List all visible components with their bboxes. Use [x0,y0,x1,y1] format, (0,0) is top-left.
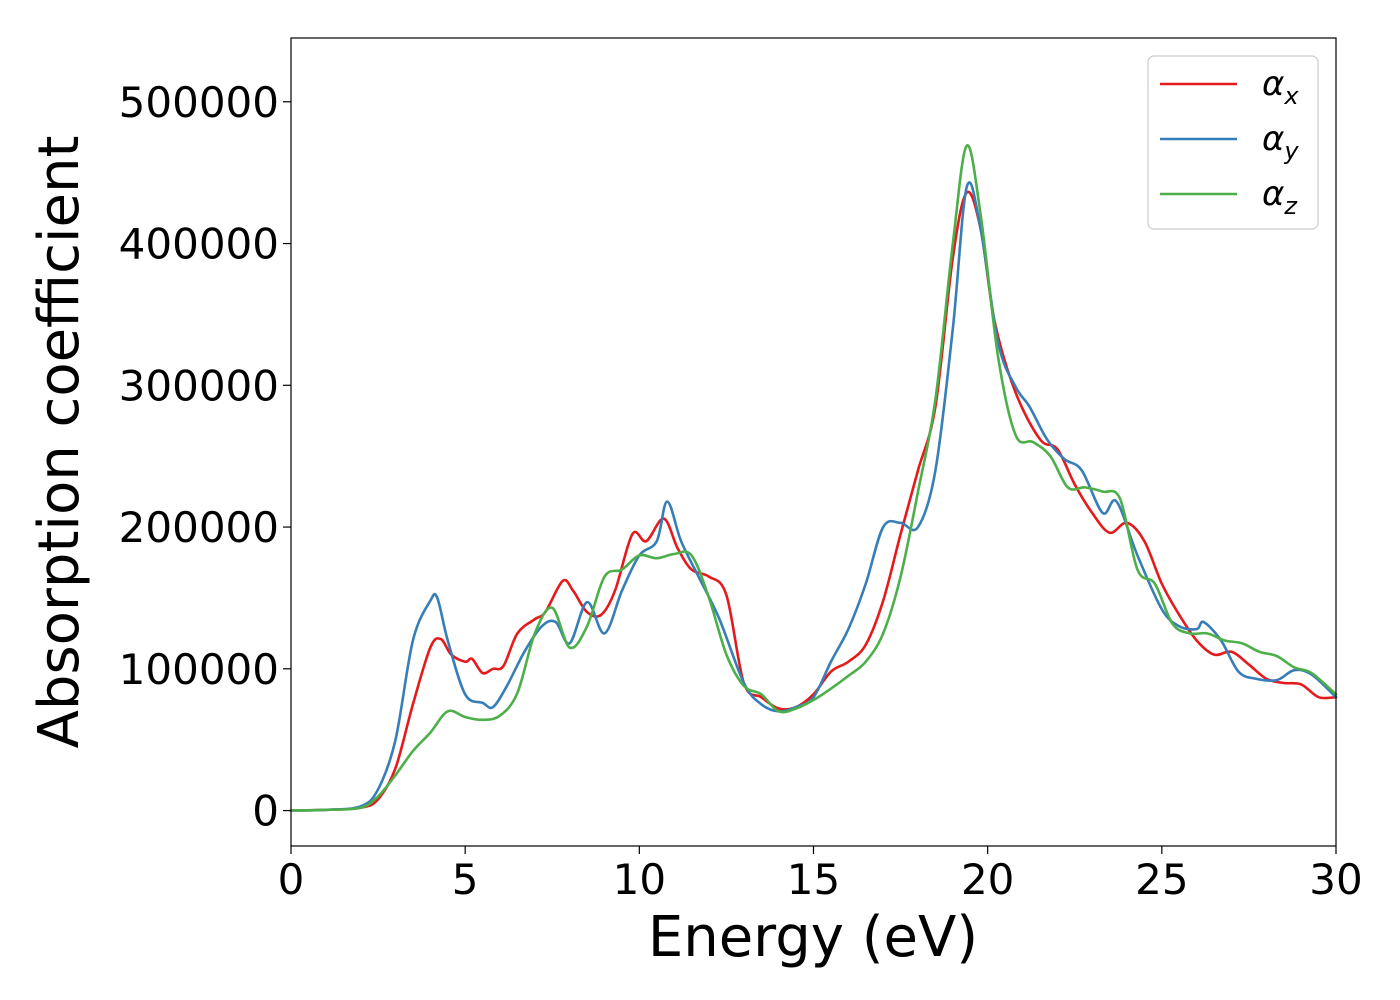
x-tick-label: 0 [278,855,305,904]
x-tick-label: 25 [1135,855,1188,904]
y-tick-label: 300000 [119,361,279,410]
legend-label-x: αx [1262,64,1299,110]
y-tick-label: 400000 [119,220,279,269]
x-tick-label: 15 [787,855,840,904]
y-axis-title: Absorption coefficient [27,136,92,749]
y-tick-label: 200000 [119,503,279,552]
legend: αx αy αz [1147,55,1319,230]
series-layer [289,144,1338,812]
series-line-z [289,144,1338,812]
y-tick-label: 100000 [119,645,279,694]
x-tick-label: 20 [961,855,1014,904]
x-tick-label: 10 [613,855,666,904]
legend-label-z: αz [1262,174,1298,220]
x-tick-label: 5 [452,855,479,904]
series-line-y [289,181,1338,812]
y-tick-label: 0 [252,787,279,836]
x-axis-title: Energy (eV) [648,905,978,970]
legend-box [1147,55,1319,230]
x-tick-label: 30 [1309,855,1362,904]
y-axis-ticks: 0 100000 200000 300000 400000 500000 [119,78,291,836]
y-tick-label: 500000 [119,78,279,127]
legend-label-y: αy [1262,119,1299,165]
x-axis-ticks: 0 5 10 15 20 25 30 [278,846,1363,904]
